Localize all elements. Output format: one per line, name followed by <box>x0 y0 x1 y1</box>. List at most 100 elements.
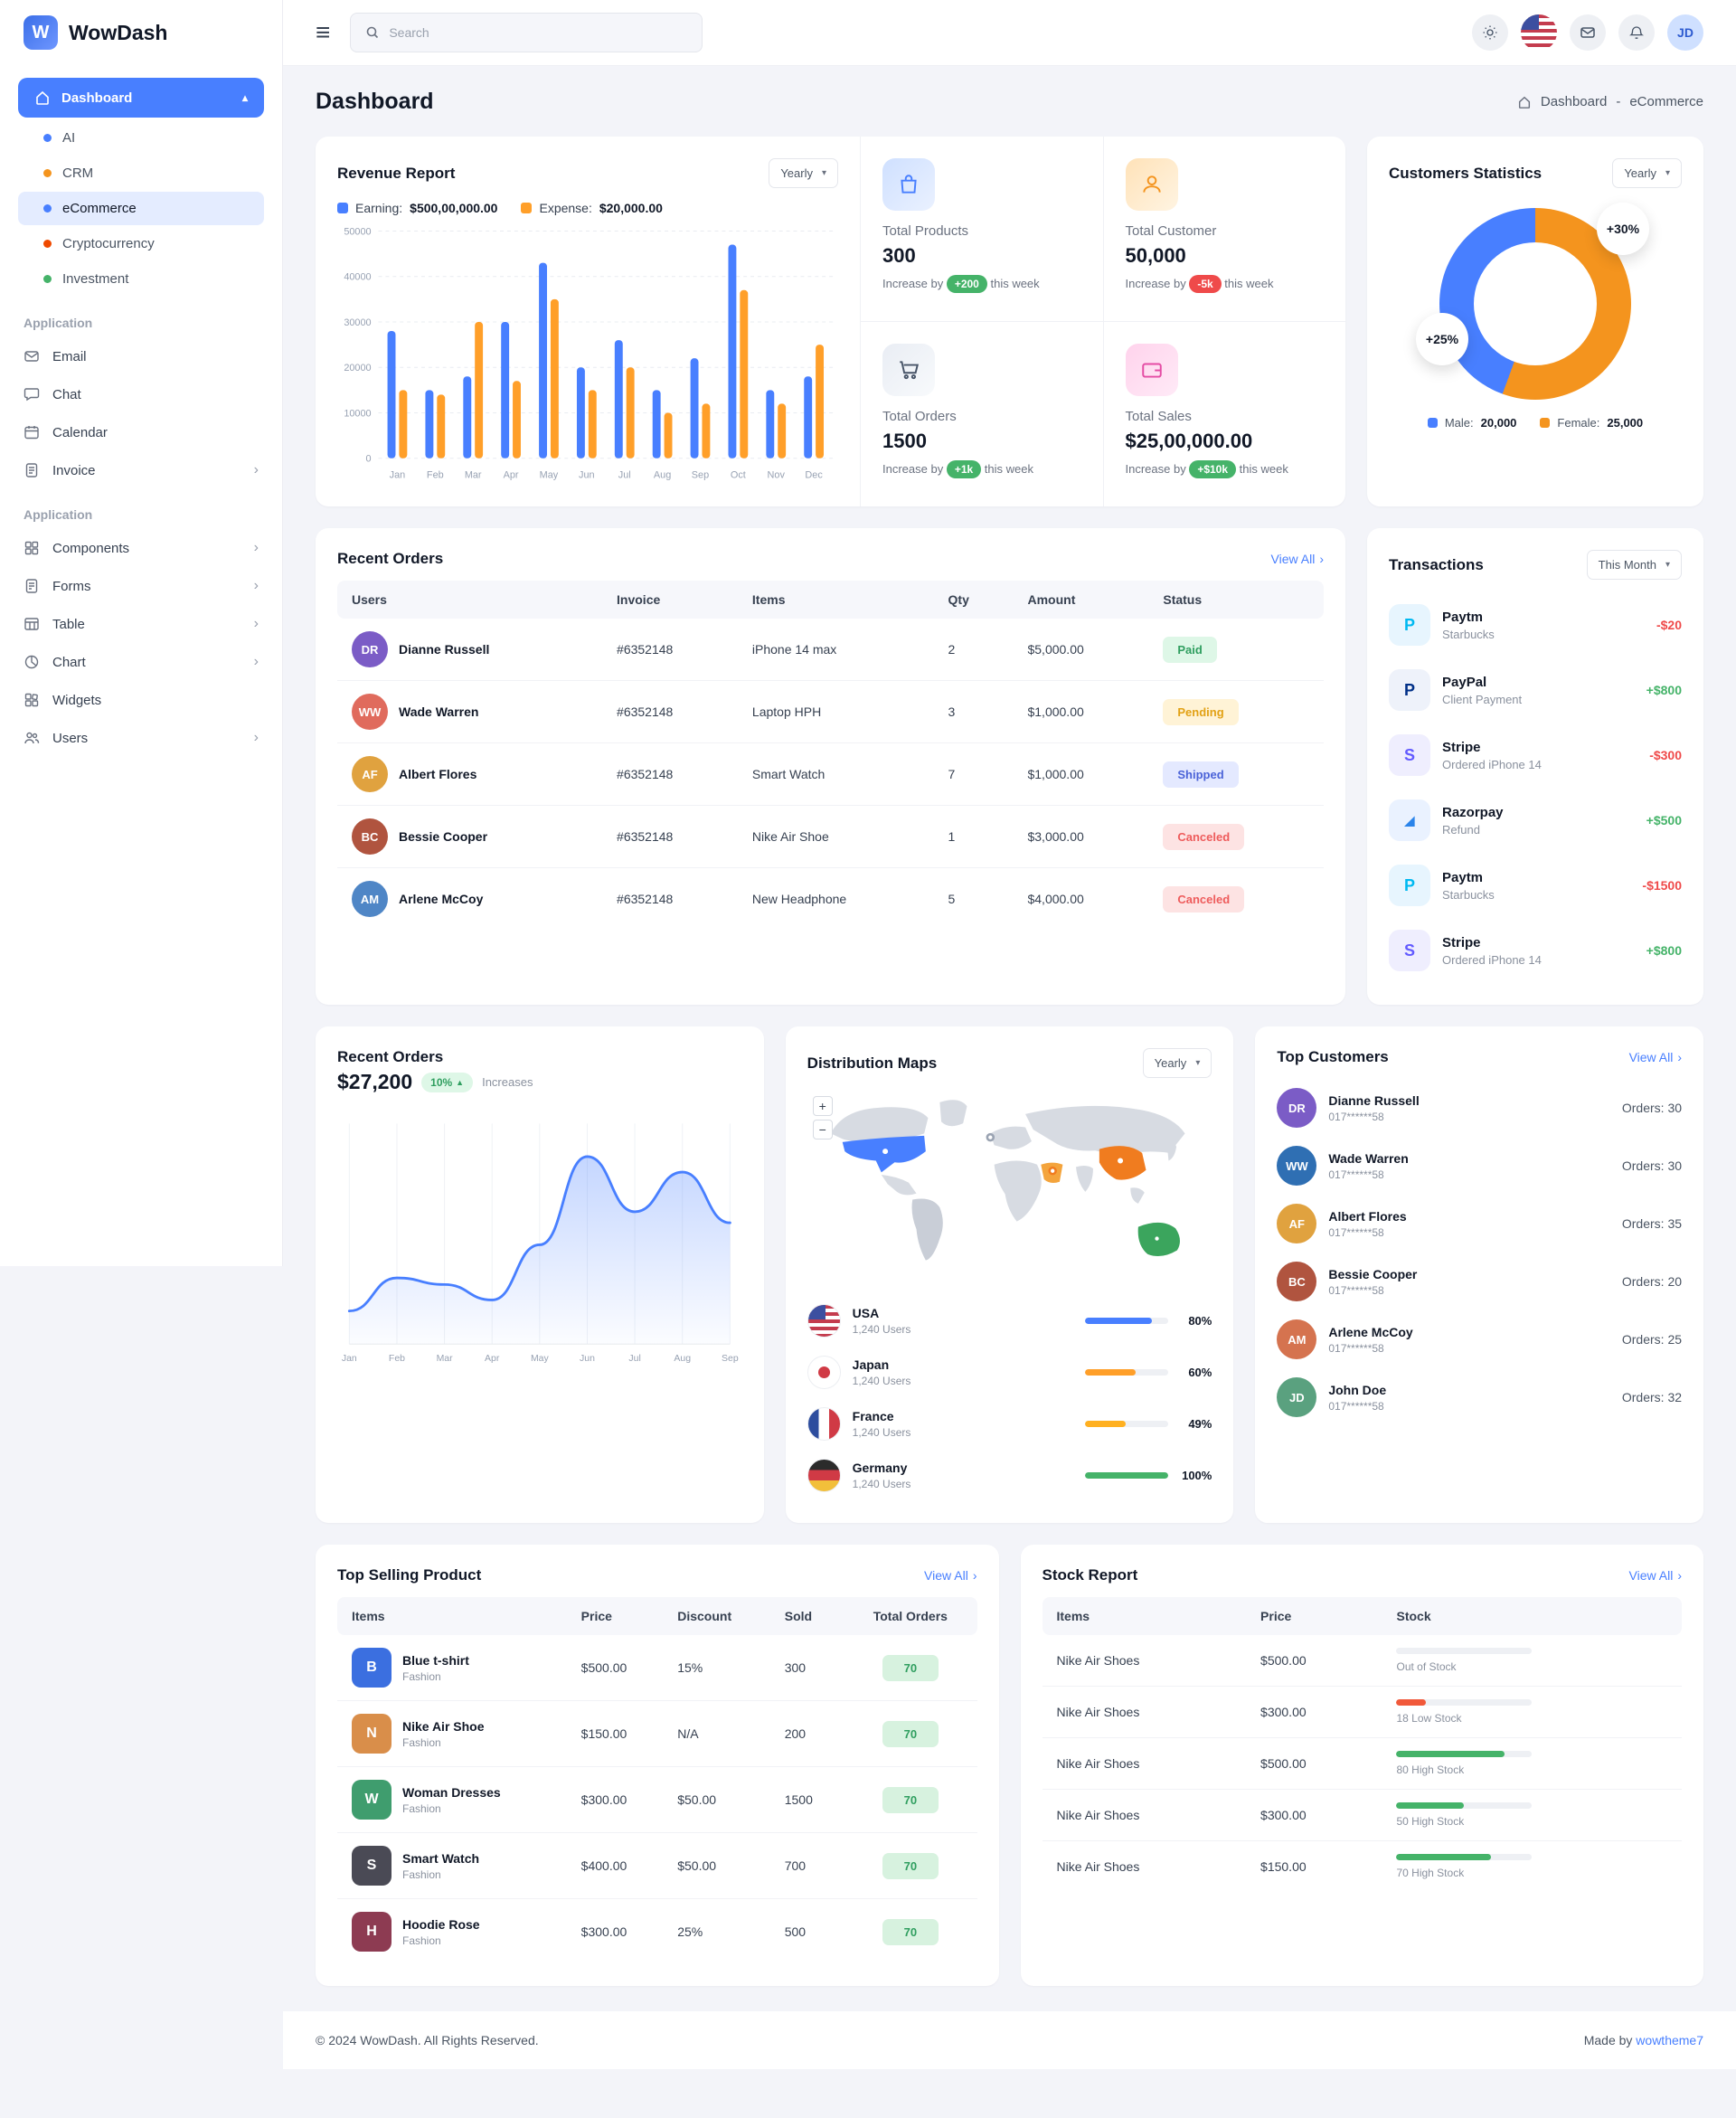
product-price: $300.00 <box>566 1766 664 1833</box>
brand[interactable]: W WowDash <box>0 0 282 65</box>
order-row[interactable]: BC Bessie Cooper #6352148 Nike Air Shoe 1 $3,… <box>337 805 1324 868</box>
transaction-item[interactable]: S Stripe Ordered iPhone 14 +$800 <box>1389 918 1682 983</box>
stock-label: Out of Stock <box>1396 1660 1457 1674</box>
transaction-item[interactable]: S Stripe Ordered iPhone 14 -$300 <box>1389 723 1682 788</box>
product-row[interactable]: H Hoodie Rose Fashion $300.00 25% 500 70 <box>337 1898 977 1965</box>
calendar-icon <box>24 424 40 440</box>
sidebar-item-label: Chat <box>52 386 81 402</box>
product-row[interactable]: B Blue t-shirt Fashion $500.00 15% 300 70 <box>337 1635 977 1701</box>
sidebar-item-label: Chart <box>52 654 86 670</box>
stock-row[interactable]: Nike Air Shoes $300.00 18 Low Stock <box>1042 1686 1682 1738</box>
order-amount: $1,000.00 <box>1013 742 1149 806</box>
product-name: Woman Dresses <box>402 1784 501 1800</box>
sidebar-item-invoice[interactable]: Invoice › <box>0 451 282 489</box>
stock-row[interactable]: Nike Air Shoes $300.00 50 High Stock <box>1042 1789 1682 1841</box>
notifications-button[interactable] <box>1618 14 1655 51</box>
search-input[interactable] <box>389 25 688 40</box>
sidebar-item-ai[interactable]: AI <box>18 121 264 155</box>
order-row[interactable]: AF Albert Flores #6352148 Smart Watch 7 $1,00… <box>337 742 1324 806</box>
customer-row[interactable]: JD John Doe 017******58 Orders: 32 <box>1277 1368 1682 1426</box>
sidebar-item-email[interactable]: Email <box>0 337 282 375</box>
stat-label: Total Products <box>882 223 969 239</box>
product-sold: 200 <box>769 1700 844 1767</box>
sidebar-item-ecommerce[interactable]: eCommerce <box>18 192 264 225</box>
transaction-item[interactable]: P PayPal Client Payment +$800 <box>1389 657 1682 723</box>
sidebar-item-forms[interactable]: Forms › <box>0 567 282 605</box>
order-row[interactable]: DR Dianne Russell #6352148 iPhone 14 max 2 $5… <box>337 619 1324 681</box>
product-sold: 300 <box>784 1660 807 1676</box>
country-users: 1,240 Users <box>852 1478 911 1491</box>
transaction-amount: +$500 <box>1646 813 1682 827</box>
customer-row[interactable]: AM Arlene McCoy 017******58 Orders: 25 <box>1277 1310 1682 1368</box>
sidebar-item-users[interactable]: Users › <box>0 719 282 757</box>
product-discount: $50.00 <box>663 1832 770 1899</box>
customers-period-select[interactable]: Yearly ▾ <box>1612 158 1682 188</box>
sidebar-item-chat[interactable]: Chat <box>0 375 282 413</box>
orders-view-all-link[interactable]: View All › <box>1270 552 1324 566</box>
stock-row[interactable]: Nike Air Shoes $150.00 70 High Stock <box>1042 1840 1682 1893</box>
transaction-item[interactable]: P Paytm Starbucks -$1500 <box>1389 853 1682 918</box>
stat-card-total-sales: Total Sales $25,00,000.00 Increase by +$10… <box>1102 322 1346 506</box>
customers-view-all-link[interactable]: View All › <box>1628 1050 1683 1064</box>
sidebar-item-label: Components <box>52 540 130 556</box>
transaction-item[interactable]: ◢ Razorpay Refund +$500 <box>1389 788 1682 853</box>
sidebar-item-crm[interactable]: CRM <box>18 156 264 190</box>
paytm-icon: P <box>1389 865 1430 906</box>
zoom-out-button[interactable]: − <box>812 1120 833 1139</box>
distribution-period-select[interactable]: Yearly ▾ <box>1142 1048 1212 1078</box>
theme-toggle-button[interactable] <box>1472 14 1508 51</box>
stock-row[interactable]: Nike Air Shoes $500.00 Out of Stock <box>1043 1635 1683 1687</box>
order-row[interactable]: WW Wade Warren #6352148 Laptop HPH 3 $1,000.0… <box>337 680 1324 743</box>
stock-report-table: Items Price Stock Nike Air Shoes $500.00 Out… <box>1042 1597 1683 1893</box>
customer-row[interactable]: DR Dianne Russell 017******58 Orders: 30 <box>1277 1079 1682 1137</box>
sidebar-item-investment[interactable]: Investment <box>18 262 264 296</box>
chevron-down-icon: ▾ <box>821 168 826 178</box>
sidebar-item-components[interactable]: Components › <box>0 529 282 567</box>
transaction-item[interactable]: P Paytm Starbucks -$20 <box>1389 592 1682 657</box>
transaction-name: Paytm <box>1442 609 1484 625</box>
sidebar-item-dashboard[interactable]: Dashboard ▴ <box>18 78 264 118</box>
transaction-amount: -$1500 <box>1642 878 1682 893</box>
transactions-card: Transactions This Month ▾ P Paytm Starbuck… <box>1367 528 1703 1005</box>
footer: © 2024 WowDash. All Rights Reserved. Mad… <box>283 2011 1736 2070</box>
product-row[interactable]: S Smart Watch Fashion $400.00 $50.00 700 70 <box>337 1832 977 1899</box>
breadcrumb-home[interactable]: Dashboard <box>1540 94 1608 109</box>
sidebar-item-widgets[interactable]: Widgets <box>0 681 282 719</box>
country-percent: 100% <box>1182 1469 1212 1483</box>
sidebar-item-table[interactable]: Table › <box>0 605 282 643</box>
sidebar-item-chart[interactable]: Chart › <box>0 643 282 681</box>
user-avatar[interactable]: JD <box>1667 14 1703 51</box>
messages-button[interactable] <box>1570 14 1606 51</box>
chat-icon <box>24 386 40 402</box>
top-selling-view-all-link[interactable]: View All › <box>924 1568 977 1584</box>
stock-view-all-link[interactable]: View All › <box>1628 1568 1682 1584</box>
order-item: Smart Watch <box>737 742 934 806</box>
sidebar-item-cryptocurrency[interactable]: Cryptocurrency <box>18 227 264 260</box>
order-row[interactable]: AM Arlene McCoy #6352148 New Headphone 5 $4,0… <box>337 867 1324 930</box>
revenue-period-select[interactable]: Yearly ▾ <box>769 158 838 188</box>
donut-badge-top: +30% <box>1597 203 1649 255</box>
product-row[interactable]: N Nike Air Shoe Fashion $150.00 N/A 200 70 <box>337 1700 977 1767</box>
customer-row[interactable]: BC Bessie Cooper 017******58 Orders: 20 <box>1277 1253 1682 1310</box>
customer-row[interactable]: AF Albert Flores 017******58 Orders: 35 <box>1277 1195 1682 1253</box>
customers-donut <box>1439 208 1631 400</box>
customer-orders: Orders: 20 <box>1621 1274 1683 1289</box>
author-link[interactable]: wowtheme7 <box>1636 2033 1703 2048</box>
zoom-in-button[interactable]: + <box>812 1096 833 1116</box>
stock-row[interactable]: Nike Air Shoes $500.00 80 High Stock <box>1042 1737 1682 1790</box>
chevron-right-icon: › <box>253 540 259 555</box>
sidebar-item-calendar[interactable]: Calendar <box>0 413 282 451</box>
page-title: Dashboard <box>316 89 434 114</box>
search-box[interactable] <box>350 13 703 52</box>
product-row[interactable]: W Woman Dresses Fashion $300.00 $50.00 1500 70 <box>337 1766 977 1833</box>
stat-value: 50,000 <box>1125 244 1186 267</box>
avatar: WW <box>352 694 388 730</box>
hamburger-menu-icon[interactable]: ≡ <box>316 18 331 46</box>
language-flag-button[interactable] <box>1521 14 1557 51</box>
customer-name: Bessie Cooper <box>1328 1266 1418 1281</box>
avatar: BC <box>352 818 388 855</box>
stat-delta-line: Increase by +200 this week <box>882 275 1081 293</box>
column-header: Price <box>566 1597 664 1636</box>
transactions-period-select[interactable]: This Month ▾ <box>1586 550 1682 580</box>
customer-row[interactable]: WW Wade Warren 017******58 Orders: 30 <box>1277 1137 1682 1195</box>
